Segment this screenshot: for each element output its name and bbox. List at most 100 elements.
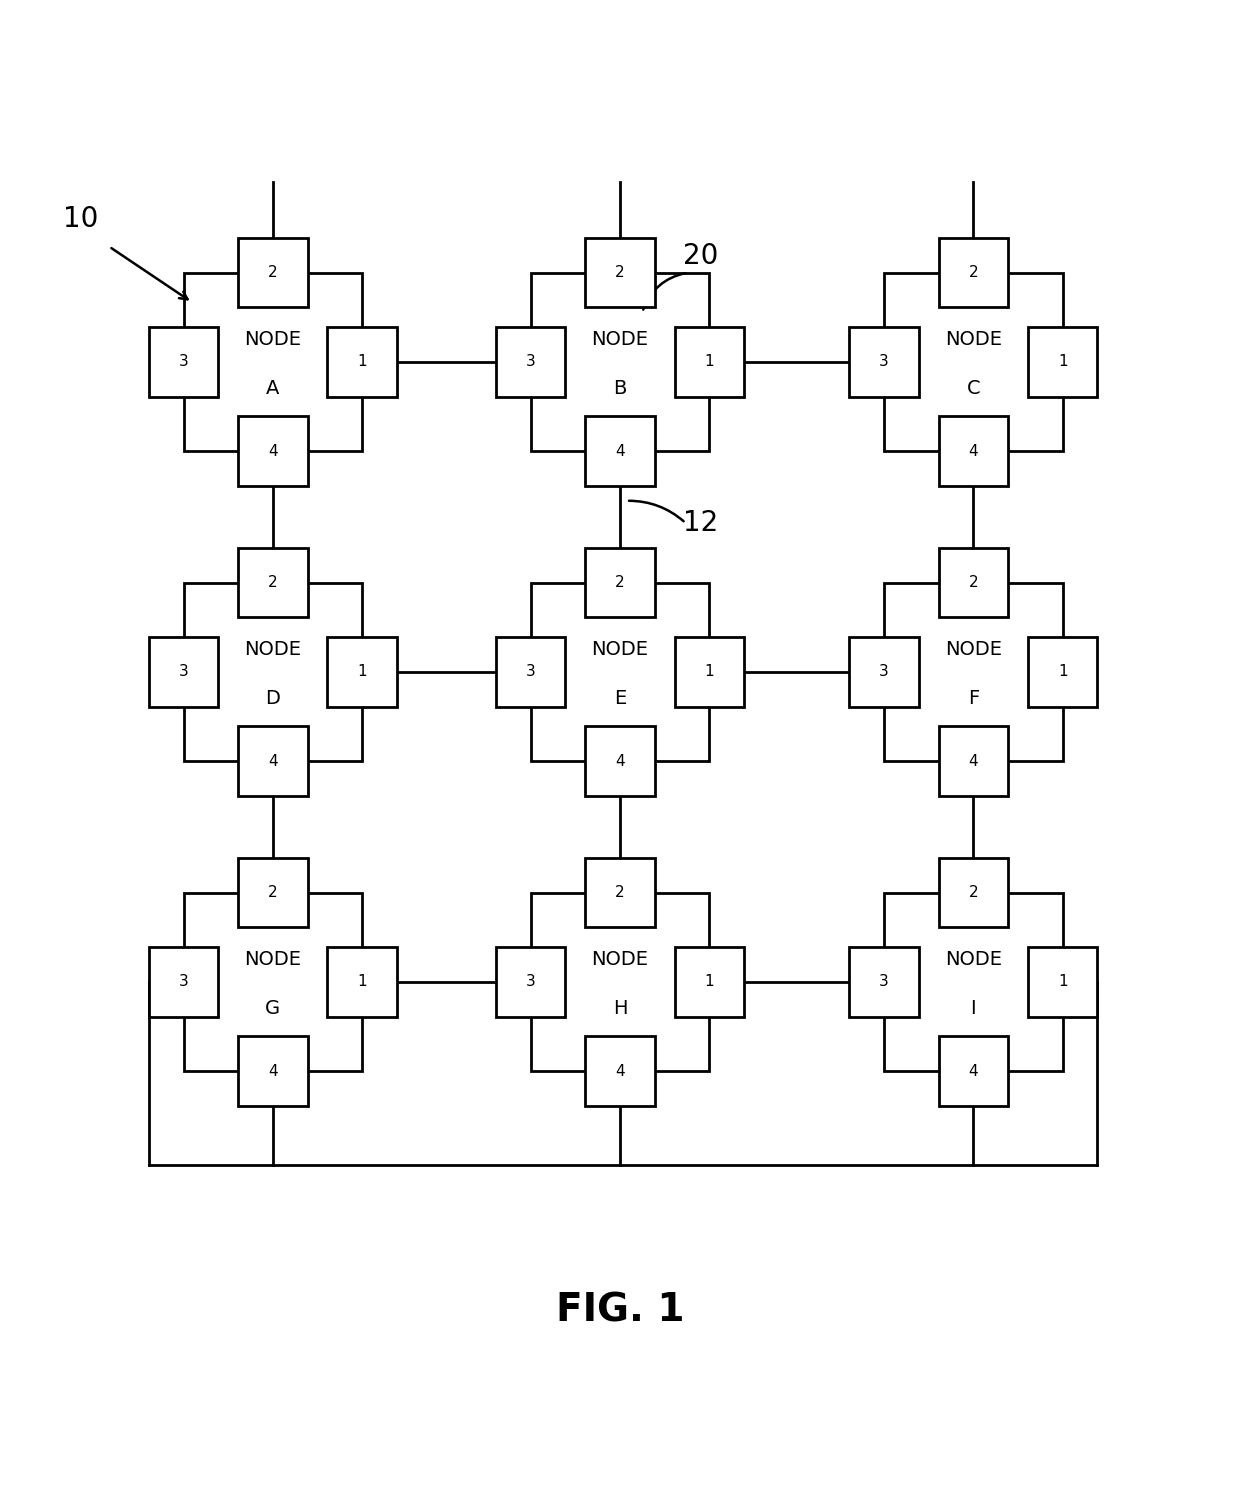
Text: FIG. 1: FIG. 1 bbox=[556, 1291, 684, 1329]
Text: 1: 1 bbox=[1058, 664, 1068, 679]
Bar bbox=[1028, 637, 1097, 707]
Bar bbox=[675, 947, 744, 1016]
Bar bbox=[585, 548, 655, 617]
Text: 1: 1 bbox=[704, 354, 714, 369]
Text: 4: 4 bbox=[968, 444, 978, 459]
Text: 2: 2 bbox=[268, 885, 278, 900]
Text: 2: 2 bbox=[615, 265, 625, 280]
Bar bbox=[1028, 327, 1097, 397]
Text: E: E bbox=[614, 689, 626, 709]
Bar bbox=[939, 417, 1008, 486]
Bar bbox=[884, 582, 1063, 762]
Bar bbox=[327, 637, 397, 707]
Text: 2: 2 bbox=[268, 575, 278, 590]
Bar bbox=[884, 272, 1063, 452]
Text: B: B bbox=[614, 379, 626, 399]
Bar bbox=[531, 582, 709, 762]
Text: 3: 3 bbox=[526, 354, 536, 369]
Text: 3: 3 bbox=[526, 664, 536, 679]
Text: 3: 3 bbox=[879, 354, 889, 369]
Text: 3: 3 bbox=[179, 354, 188, 369]
Bar bbox=[531, 892, 709, 1072]
Text: 3: 3 bbox=[179, 974, 188, 989]
Text: 1: 1 bbox=[704, 664, 714, 679]
Bar bbox=[238, 1037, 308, 1106]
Text: NODE: NODE bbox=[591, 950, 649, 969]
Text: 2: 2 bbox=[968, 575, 978, 590]
Text: NODE: NODE bbox=[591, 640, 649, 659]
Text: 2: 2 bbox=[968, 885, 978, 900]
Bar bbox=[675, 327, 744, 397]
Bar bbox=[238, 727, 308, 796]
Text: 20: 20 bbox=[683, 242, 718, 271]
Text: NODE: NODE bbox=[945, 330, 1002, 349]
Bar bbox=[496, 947, 565, 1016]
Text: 4: 4 bbox=[268, 1064, 278, 1079]
Bar bbox=[585, 238, 655, 307]
Bar bbox=[884, 892, 1063, 1072]
Text: 4: 4 bbox=[968, 754, 978, 769]
Text: 2: 2 bbox=[268, 265, 278, 280]
Text: D: D bbox=[265, 689, 280, 709]
Bar bbox=[849, 327, 919, 397]
Text: 1: 1 bbox=[1058, 974, 1068, 989]
Bar bbox=[585, 417, 655, 486]
Bar bbox=[238, 548, 308, 617]
Text: F: F bbox=[967, 689, 980, 709]
Bar bbox=[939, 238, 1008, 307]
Text: 4: 4 bbox=[615, 1064, 625, 1079]
Text: 4: 4 bbox=[268, 754, 278, 769]
Bar bbox=[849, 947, 919, 1016]
Text: 1: 1 bbox=[357, 354, 367, 369]
Bar bbox=[585, 727, 655, 796]
Text: NODE: NODE bbox=[244, 640, 301, 659]
Bar bbox=[675, 637, 744, 707]
Text: 10: 10 bbox=[63, 205, 98, 233]
Bar bbox=[939, 1037, 1008, 1106]
Text: A: A bbox=[267, 379, 279, 399]
Text: H: H bbox=[613, 999, 627, 1019]
Text: 2: 2 bbox=[968, 265, 978, 280]
Text: 12: 12 bbox=[683, 509, 718, 537]
Text: 1: 1 bbox=[704, 974, 714, 989]
Bar bbox=[496, 327, 565, 397]
Bar bbox=[184, 582, 362, 762]
Bar bbox=[238, 858, 308, 927]
Bar bbox=[184, 892, 362, 1072]
Bar bbox=[327, 327, 397, 397]
Text: NODE: NODE bbox=[945, 640, 1002, 659]
Text: 4: 4 bbox=[268, 444, 278, 459]
Bar bbox=[496, 637, 565, 707]
Text: G: G bbox=[265, 999, 280, 1019]
Text: 2: 2 bbox=[615, 885, 625, 900]
Text: 4: 4 bbox=[615, 754, 625, 769]
Bar bbox=[585, 1037, 655, 1106]
Text: 4: 4 bbox=[615, 444, 625, 459]
Text: I: I bbox=[971, 999, 976, 1019]
Bar bbox=[149, 947, 218, 1016]
Bar bbox=[149, 637, 218, 707]
Bar bbox=[1028, 947, 1097, 1016]
Text: NODE: NODE bbox=[591, 330, 649, 349]
Bar bbox=[149, 327, 218, 397]
Text: NODE: NODE bbox=[945, 950, 1002, 969]
Bar bbox=[585, 858, 655, 927]
Text: 2: 2 bbox=[615, 575, 625, 590]
Bar bbox=[531, 272, 709, 452]
Text: 1: 1 bbox=[357, 664, 367, 679]
Bar bbox=[849, 637, 919, 707]
Bar bbox=[238, 238, 308, 307]
Text: 3: 3 bbox=[526, 974, 536, 989]
Bar bbox=[939, 727, 1008, 796]
Bar bbox=[238, 417, 308, 486]
Text: NODE: NODE bbox=[244, 330, 301, 349]
Text: NODE: NODE bbox=[244, 950, 301, 969]
Bar bbox=[939, 858, 1008, 927]
Bar bbox=[184, 272, 362, 452]
Text: 1: 1 bbox=[1058, 354, 1068, 369]
Text: 3: 3 bbox=[879, 974, 889, 989]
Text: 1: 1 bbox=[357, 974, 367, 989]
Bar bbox=[939, 548, 1008, 617]
Text: 3: 3 bbox=[179, 664, 188, 679]
Text: 4: 4 bbox=[968, 1064, 978, 1079]
